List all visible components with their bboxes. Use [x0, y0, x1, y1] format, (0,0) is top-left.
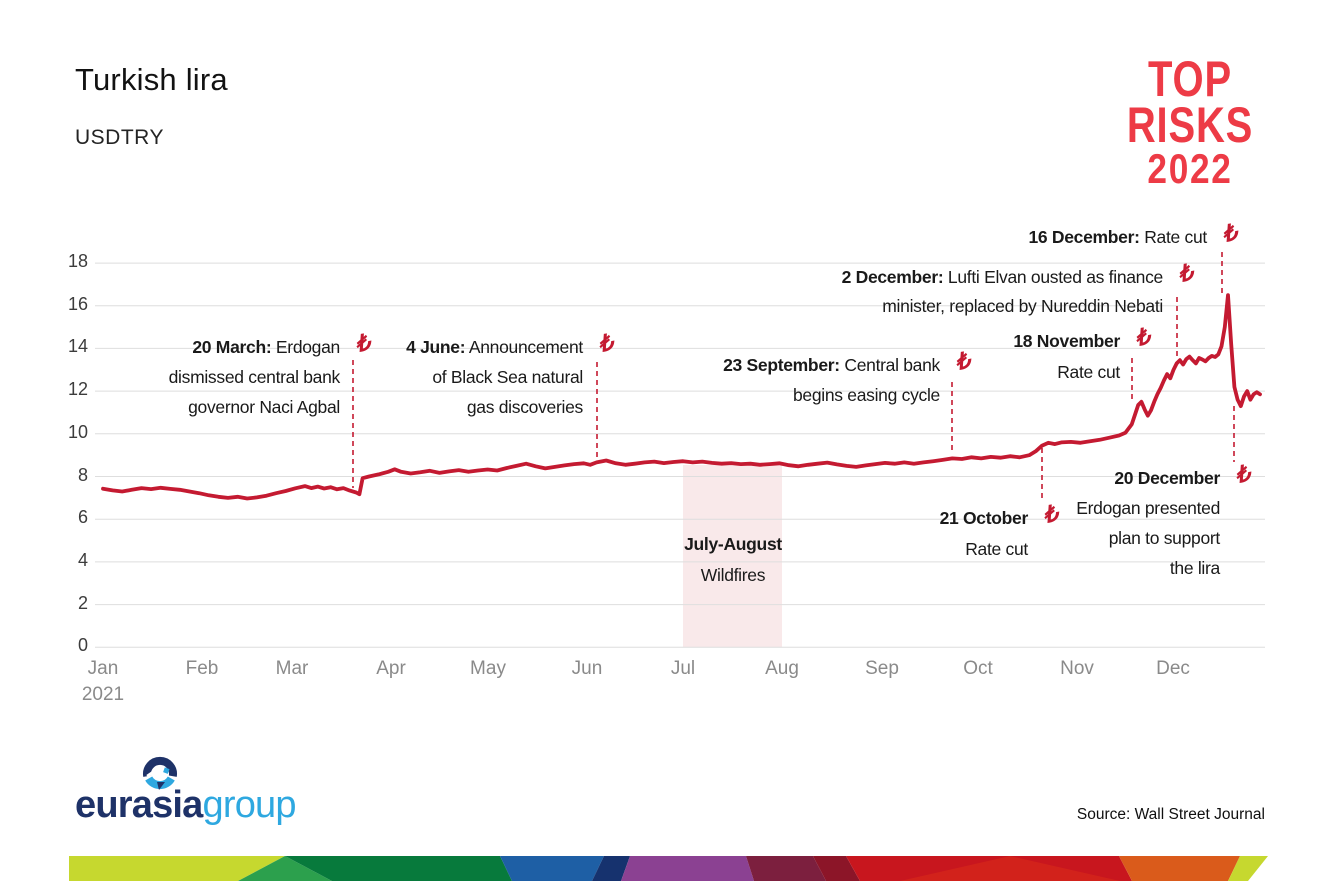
price-line [101, 293, 1262, 501]
annotation-text: of Black Sea natural [432, 367, 583, 387]
annotation-date: 2 December: [841, 267, 944, 287]
annotation-16-december: 16 December: Rate cut ₺ [1028, 219, 1239, 252]
x-axis-label: Jul [670, 658, 696, 679]
annotation-date: 21 October [939, 508, 1029, 528]
footer-bar-segment [238, 856, 332, 881]
annotation-text: Rate cut [1057, 362, 1120, 382]
footer-bar-segment [900, 856, 1120, 881]
logo-mark-arrow [157, 782, 165, 790]
footer-bar-segment [285, 856, 512, 881]
x-axis-label: Nov [1060, 658, 1094, 679]
y-axis-label: 0 [77, 635, 88, 655]
y-axis-label: 8 [77, 465, 88, 485]
footer-bar-segment [746, 856, 826, 881]
brand-eurasia: eurasia [75, 784, 203, 826]
annotation-text: governor Naci Agbal [188, 397, 340, 417]
eurasia-group-wordmark: eurasiagroup [75, 784, 297, 827]
brand-group: group [202, 784, 297, 826]
y-axis-label: 16 [67, 294, 88, 314]
annotation-text: Central bank [839, 355, 940, 375]
y-axis-label: 10 [67, 422, 88, 442]
annotation-date: 4 June: [406, 337, 466, 357]
footer-bar-segment [621, 856, 754, 881]
annotation-text: begins easing cycle [792, 385, 940, 405]
x-axis-label: Jun [571, 658, 603, 679]
annotation-18-november: 18 November ₺ Rate cut [1013, 323, 1152, 388]
annotation-text: minister, replaced by Nureddin Nebati [882, 296, 1163, 316]
annotation-text: Lufti Elvan ousted as finance [943, 267, 1163, 287]
y-axis-label: 18 [67, 251, 88, 271]
annotation-23-september: 23 September: Central bank ₺ begins easin… [723, 347, 972, 410]
top-risks-2022-logo: TOP RISKS 2022 [1090, 51, 1290, 192]
annotation-date: 18 November [1013, 331, 1120, 351]
annotation-2-december: 2 December: Lufti Elvan ousted as financ… [841, 259, 1195, 321]
footer-bar-segment [813, 856, 860, 881]
footer-bar-segment [1228, 856, 1268, 881]
eurasia-group-logo-mark [143, 756, 177, 790]
annotation-date: 20 March: [192, 337, 272, 357]
top-risks-logo-top: TOP [1148, 51, 1232, 107]
y-axis-label: 2 [77, 593, 88, 613]
top-risks-logo-risks: RISKS [1126, 97, 1254, 153]
annotation-date: 23 September: [723, 355, 840, 375]
x-axis-label: Aug [765, 658, 799, 679]
annotation-text: Erdogan [271, 337, 340, 357]
logo-mark-square [163, 767, 170, 774]
y-axis-label: 6 [77, 507, 88, 527]
x-axis-label: Oct [963, 658, 993, 679]
page-subtitle: USDTRY [75, 126, 164, 149]
x-axis-label: Sep [865, 658, 899, 679]
x-axis-label: May [470, 658, 506, 679]
wildfires-band-label-text: Wildfires [700, 565, 766, 585]
x-axis-year-label: 2021 [81, 684, 125, 705]
x-axis-label: Feb [185, 658, 219, 679]
x-axis-label: Mar [275, 658, 309, 679]
annotation-text: gas discoveries [466, 397, 583, 417]
x-axis-label: Apr [376, 658, 406, 679]
footer-bar-segment [500, 856, 604, 881]
annotation-text: Announcement [465, 337, 583, 357]
y-axis-label: 14 [67, 336, 88, 356]
source-credit: Source: Wall Street Journal [1076, 806, 1265, 823]
annotation-20-march: 20 March: Erdogan ₺ dismissed central ban… [168, 329, 373, 422]
annotation-text: dismissed central bank [168, 367, 341, 387]
logo-mark-dark-arc [143, 756, 177, 777]
x-axis-label: Jan [87, 658, 119, 679]
annotation-text: the lira [1169, 558, 1220, 578]
annotation-date: 16 December: [1028, 227, 1140, 247]
wildfires-band-label: July-August Wildfires [683, 529, 783, 591]
top-risks-logo-year: 2022 [1147, 145, 1233, 192]
footer-bar-segment [1119, 856, 1240, 881]
y-axis-label: 12 [67, 379, 88, 399]
annotation-text: Erdogan presented [1076, 498, 1220, 518]
annotation-date: 20 December [1114, 468, 1220, 488]
footer-bar-segment [69, 856, 285, 881]
footer-bar-segment [592, 856, 630, 881]
annotation-4-june: 4 June: Announcement ₺ of Black Sea natur… [406, 329, 615, 422]
page-title: Turkish lira [75, 62, 228, 97]
x-axis-label: Dec [1156, 658, 1190, 679]
wildfires-band [683, 465, 782, 647]
annotation-21-october: 21 October ₺ Rate cut [939, 500, 1060, 565]
annotation-text: plan to support [1108, 528, 1221, 548]
annotation-20-december: 20 December ₺ Erdogan presented plan to s… [1076, 460, 1252, 583]
logo-mark-notch [146, 769, 157, 778]
annotation-text: Rate cut [1139, 227, 1207, 247]
y-axis-label: 4 [77, 550, 88, 570]
annotation-text: Rate cut [965, 539, 1028, 559]
wildfires-band-label-dates: July-August [684, 534, 782, 554]
